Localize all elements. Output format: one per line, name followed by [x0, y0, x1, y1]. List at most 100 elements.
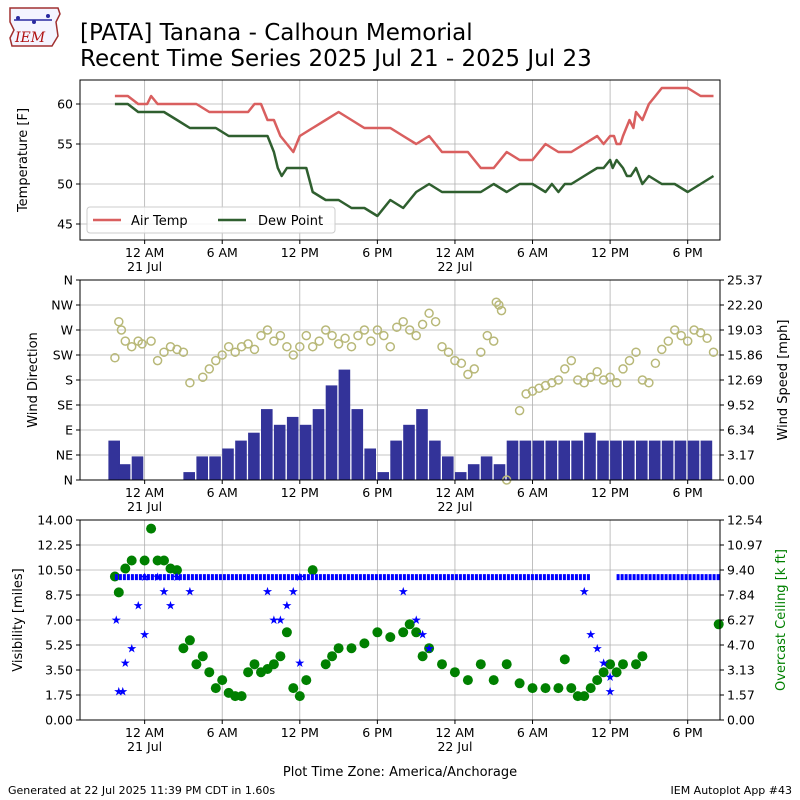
timezone-x-axis-label: Plot Time Zone: America/Anchorage [283, 765, 517, 780]
wind-speed-bar [325, 385, 338, 480]
visibility-x-tick-label: 12 PM [281, 725, 319, 740]
wind-direction-point [198, 372, 208, 382]
ceiling-point [631, 659, 641, 670]
wind-speed-bar [429, 440, 441, 480]
wind-direction-point [333, 339, 344, 349]
ceiling-point [372, 627, 383, 638]
wind-direction-point [404, 325, 415, 335]
wind-speed-bar [623, 440, 635, 480]
wind-speed-bar [235, 440, 247, 480]
wind-direction-point [611, 378, 622, 388]
wind-speed-y-tick-label: 15.86 [727, 348, 763, 363]
ceiling-point [417, 651, 428, 662]
wind-speed-bar [532, 440, 545, 480]
wind-direction-point [340, 333, 350, 344]
wind-direction-y-tick-label: SW [53, 348, 73, 363]
visibility-point: ★ [275, 613, 286, 627]
ceiling-point [327, 651, 338, 662]
wind-direction-point [702, 333, 712, 344]
wind-speed-bar [545, 440, 558, 480]
visibility-point: ★ [185, 584, 196, 598]
wind-direction-point [650, 358, 661, 369]
ceiling-point [210, 683, 221, 694]
wind-direction-point [417, 319, 428, 330]
ceiling-point [120, 563, 131, 574]
wind-direction-point [243, 339, 253, 349]
ceiling-point [592, 675, 603, 686]
wind-direction-point [579, 378, 589, 388]
wind-direction-point [282, 341, 292, 352]
visibility-x-tick-label: 12 AM [435, 725, 474, 740]
wind-speed-y-ticks: 0.00 3.17 6.34 9.52 12.69 15.86 19.03 22.20 25.3… [720, 273, 763, 488]
wind-speed-bar [584, 432, 596, 480]
ceiling-point [585, 683, 596, 694]
wind-direction-point [295, 341, 305, 352]
wind-speed-bar [403, 424, 415, 480]
wind-speed-bar [248, 432, 260, 480]
wind-direction-point [488, 336, 499, 346]
wind-direction-point [366, 336, 376, 346]
wind-direction-point [469, 364, 480, 374]
ceiling-point [618, 659, 628, 670]
ceiling-point [611, 667, 622, 678]
wind-direction-axis-label: Wind Direction [26, 332, 41, 428]
wind-speed-bar [338, 369, 351, 480]
chart-title-line1: [PATA] Tanana - Calhoun Memorial [80, 20, 473, 46]
ceiling-point [217, 675, 228, 686]
ceiling-y-tick-label: 4.70 [727, 638, 755, 653]
wind-direction-point [657, 344, 667, 355]
wind-speed-bar [377, 472, 389, 480]
visibility-point: ★ [262, 584, 273, 598]
visibility-point: ★ [585, 627, 596, 641]
ceiling-point [146, 523, 157, 534]
ceiling-point [243, 667, 254, 678]
visibility-point: ★ [417, 627, 428, 641]
wind-speed-bar [364, 448, 376, 480]
wind-direction-point [353, 330, 363, 341]
ceiling-point [359, 638, 370, 649]
ceiling-point [527, 683, 538, 694]
visibility-y-tick-label: 0.00 [45, 713, 73, 728]
generated-footer: Generated at 22 Jul 2025 11:39 PM CDT in… [8, 784, 275, 797]
wind-direction-point [359, 325, 370, 335]
ceiling-y-tick-label: 12.54 [727, 513, 763, 528]
wind-x-tick-label: 12 AM [435, 485, 474, 500]
wind-direction-point [669, 325, 680, 335]
visibility-axis-label: Visibility [miles] [11, 568, 26, 671]
wind-direction-point [307, 341, 318, 352]
visibility-point: ★ [398, 584, 409, 598]
ceiling-point [184, 635, 195, 646]
visibility-point: ★ [133, 599, 144, 613]
temperature-x-tick-label: 6 PM [362, 245, 392, 260]
legend-frame [86, 206, 336, 234]
wind-x-tick-date: 22 Jul [437, 499, 472, 514]
wind-direction-point [644, 378, 654, 388]
ceiling-y-tick-label: 7.84 [727, 588, 755, 603]
wind-direction-point [327, 330, 337, 341]
wind-x-tick-date: 21 Jul [127, 499, 162, 514]
legend-label-air-temp: Air Temp [131, 214, 188, 229]
ceiling-point [197, 651, 208, 662]
chart-title-line2: Recent Time Series 2025 Jul 21 - 2025 Ju… [80, 46, 592, 72]
wind-speed-bar [118, 464, 131, 480]
wind-direction-point [301, 330, 312, 341]
wind-direction-point [217, 350, 227, 360]
wind-direction-y-tick-label: NE [56, 448, 73, 463]
wind-speed-bar [131, 456, 144, 480]
visibility-point: ★ [126, 642, 137, 656]
wind-direction-y-tick-label: N [64, 473, 73, 488]
visibility-panel: ★★★★★★★★ ★★★★★ ★★★★★★★★★★★★★★★★★ 0.001.753… [11, 513, 789, 781]
wind-direction-point [211, 355, 221, 366]
visibility-y-ticks: 0.00 1.75 3.50 5.25 7.00 8.75 10.50 12.25 14.00 [37, 513, 80, 728]
wind-speed-bar [700, 440, 713, 480]
wind-direction-y-tick-label: E [65, 423, 73, 438]
iem-logo: IEM [9, 7, 61, 47]
wind-speed-bar [312, 409, 325, 480]
temperature-x-tick-label: 12 AM [125, 245, 164, 260]
ceiling-point [307, 565, 318, 576]
wind-direction-point [566, 355, 577, 366]
visibility-y-tick-label: 8.75 [45, 588, 73, 603]
wind-direction-point [320, 325, 331, 335]
visibility-y-tick-label: 3.50 [45, 663, 73, 678]
